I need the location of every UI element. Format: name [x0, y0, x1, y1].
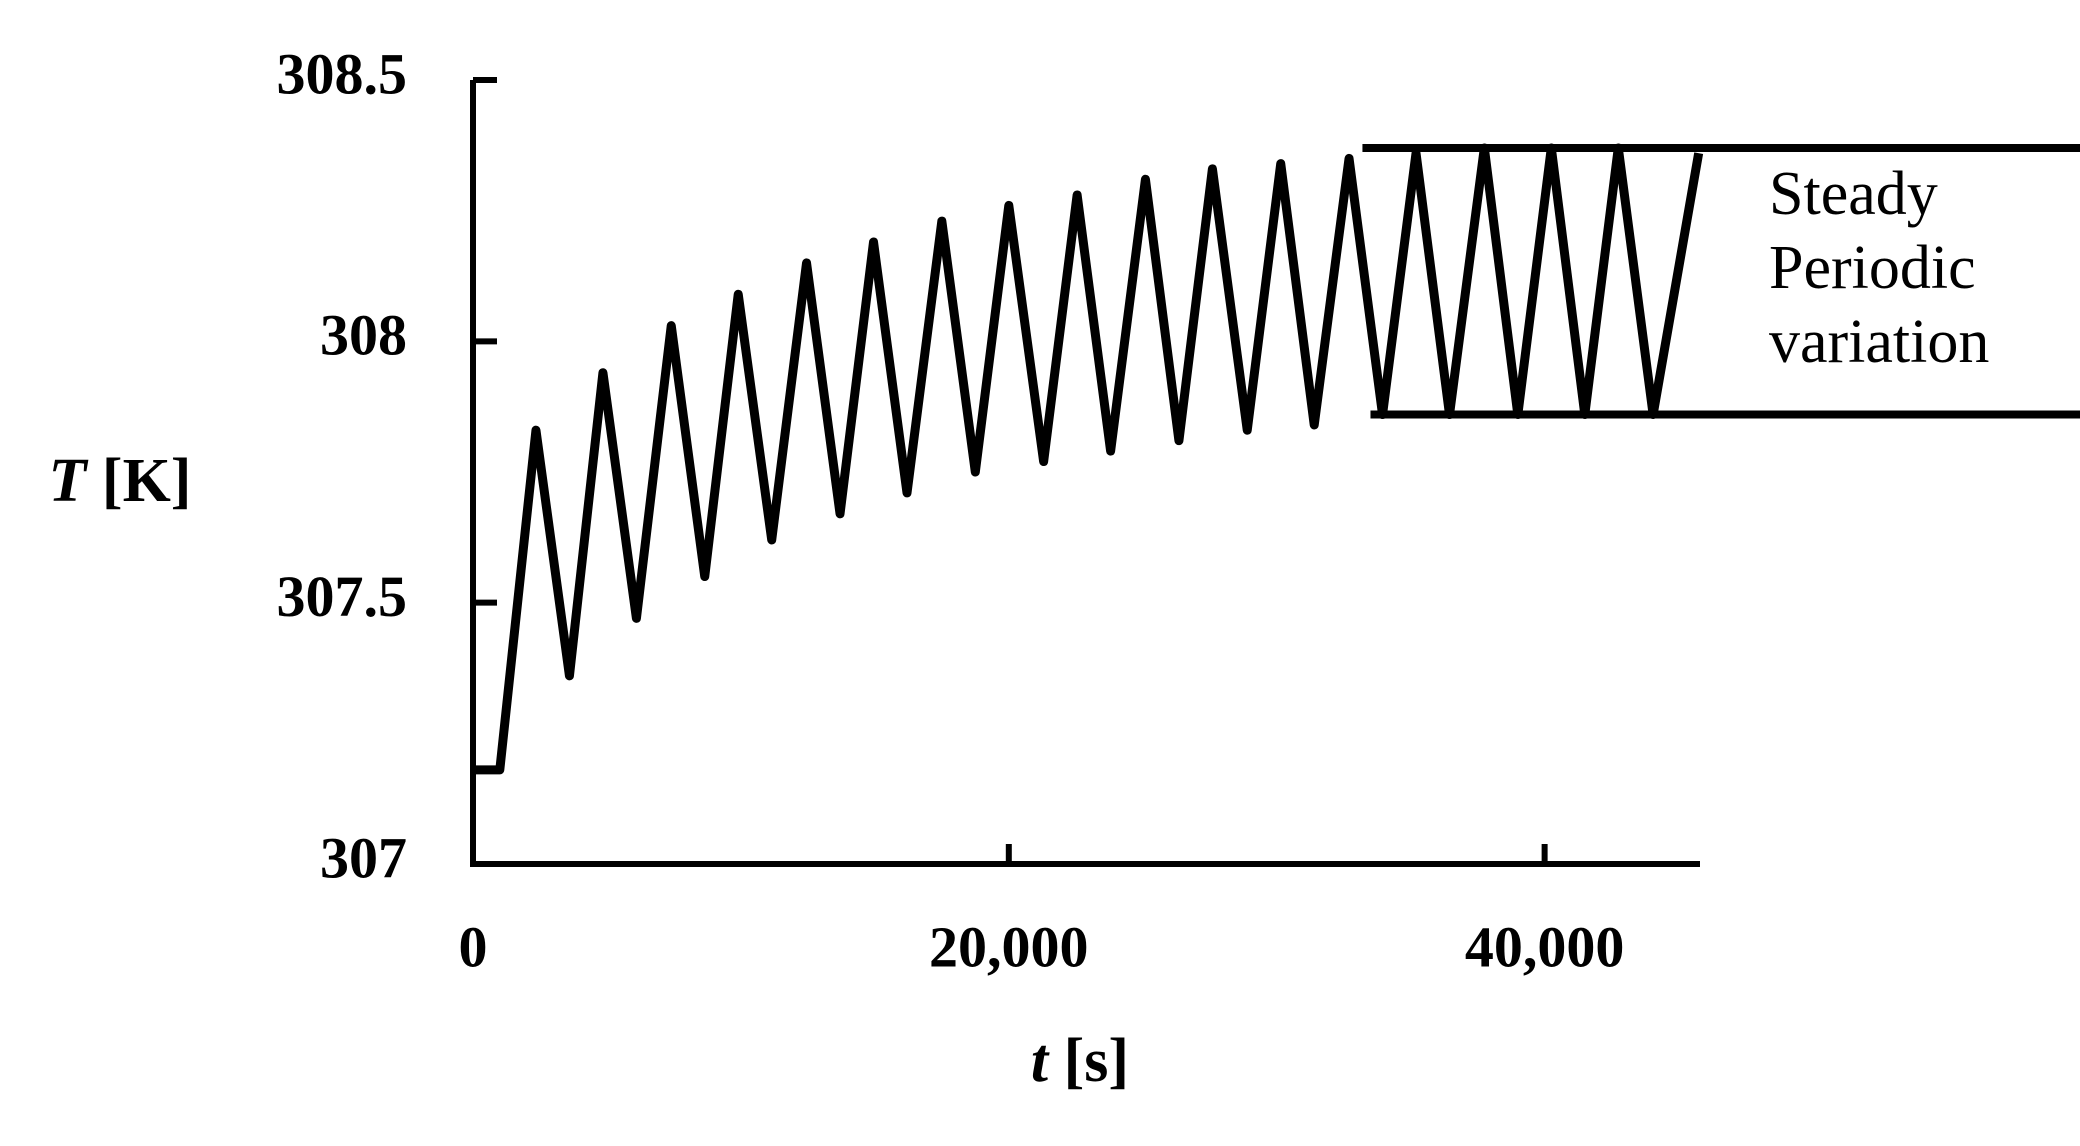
y-tick-label: 308.5 [277, 41, 408, 106]
y-tick-label: 307.5 [277, 564, 408, 629]
y-tick-label: 307 [320, 825, 407, 890]
x-axis-label: t [s] [1031, 1027, 1129, 1095]
y-axis-label: T [K] [49, 447, 192, 515]
annotation: Steady [1769, 160, 1938, 228]
x-tick-label: 0 [459, 914, 488, 979]
x-tick-label: 40,000 [1465, 914, 1625, 979]
data-line [473, 143, 1704, 775]
annotation: Periodic [1769, 234, 1976, 302]
annotation: variation [1769, 308, 1989, 376]
x-tick-label: 20,000 [929, 914, 1089, 979]
y-tick-label: 308 [320, 303, 407, 368]
